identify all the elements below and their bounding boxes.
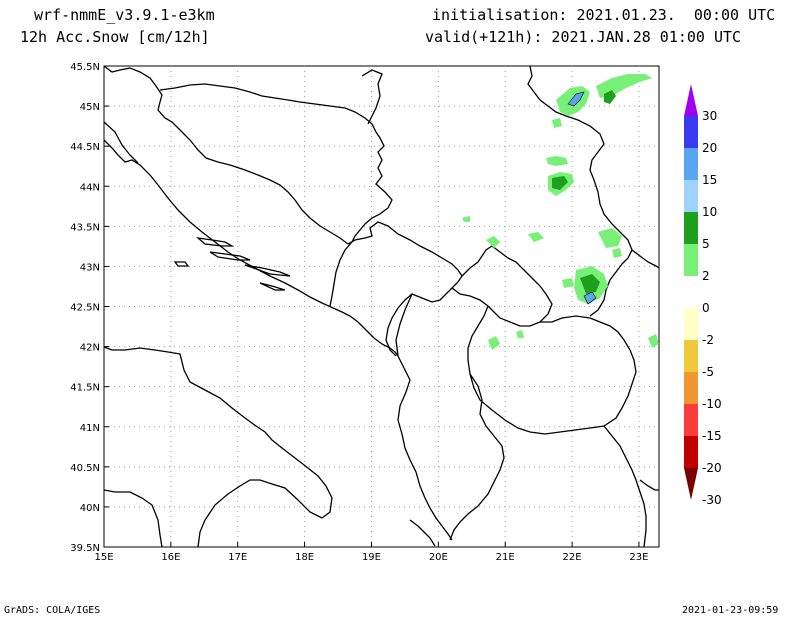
colorbar-segment <box>684 276 698 308</box>
snow-area-light <box>486 236 500 248</box>
footer-credit: GrADS: COLA/IGES <box>4 605 101 616</box>
snow-area-heavy <box>567 91 585 107</box>
colorbar-label: -20 <box>702 461 722 475</box>
lat-tick-label: 42.5N <box>70 303 100 314</box>
snow-area-heavy <box>583 291 597 305</box>
snow-area-light <box>528 232 544 242</box>
lat-tick-label: 43N <box>80 262 100 273</box>
albania-east-border <box>449 373 505 541</box>
lat-tick-label: 39.5N <box>70 543 100 554</box>
greece-coast <box>409 519 436 547</box>
serbia-east-border <box>527 65 633 317</box>
lat-tick-label: 45.5N <box>70 62 100 73</box>
lat-tick-label: 41N <box>80 423 100 434</box>
bosnia-north <box>159 83 393 243</box>
lon-tick-label: 21E <box>496 552 515 563</box>
lat-tick-label: 42N <box>80 343 100 354</box>
lon-tick-label: 19E <box>362 552 381 563</box>
italy-coast <box>103 346 333 548</box>
colorbar-label: -10 <box>702 397 722 411</box>
lon-tick-label: 16E <box>161 552 180 563</box>
greece-coast-east <box>639 479 659 491</box>
greece-inner <box>603 425 647 548</box>
lat-tick-label: 44N <box>80 182 100 193</box>
island <box>209 251 251 261</box>
colorbar-label: 20 <box>702 141 717 155</box>
lat-tick-label: 40N <box>80 503 100 514</box>
montenegro-border <box>347 221 463 357</box>
colorbar-label: 15 <box>702 173 717 187</box>
snow-area-mid <box>604 90 616 104</box>
colorbar-segment <box>684 148 698 180</box>
colorbar-segment <box>684 436 698 468</box>
lat-tick-label: 43.5N <box>70 222 100 233</box>
colorbar-segment <box>684 340 698 372</box>
snow-area-light <box>462 216 470 222</box>
island <box>259 282 286 291</box>
colorbar-arrow-bottom <box>684 468 698 500</box>
lat-tick-label: 44.5N <box>70 142 100 153</box>
snow-area-mid <box>580 274 600 294</box>
colorbar-label: 30 <box>702 109 717 123</box>
colorbar-label: -15 <box>702 429 722 443</box>
snow-area-light <box>488 336 500 350</box>
colorbar-segment <box>684 180 698 212</box>
coastlines-borders <box>103 65 660 548</box>
field-name: 12h Acc.Snow [cm/12h] <box>20 28 210 46</box>
lon-tick-label: 15E <box>94 552 113 563</box>
colorbar-label: 2 <box>702 269 710 283</box>
lon-tick-label: 17E <box>228 552 247 563</box>
colorbar-segment <box>684 308 698 340</box>
snow-area-light <box>612 248 622 258</box>
snow-area-mid <box>552 176 568 190</box>
island <box>195 237 235 247</box>
colorbar-label: -30 <box>702 493 722 507</box>
axis-ticks: 15E 16E 17E 18E 19E 20E 21E 22E 23E 45.5N 45N 44.5N… <box>70 62 648 563</box>
lon-tick-label: 23E <box>629 552 648 563</box>
model-name: wrf-nmmE_v3.9.1-e3km <box>34 6 215 24</box>
sava-river <box>361 69 383 125</box>
lat-tick-label: 40.5N <box>70 463 100 474</box>
colorbar-segment <box>684 116 698 148</box>
colorbar-segment <box>684 372 698 404</box>
lat-tick-label: 45N <box>80 102 100 113</box>
lat-tick-label: 41.5N <box>70 383 100 394</box>
snow-area-light <box>562 278 574 288</box>
lon-tick-label: 22E <box>563 552 582 563</box>
island <box>244 264 291 277</box>
init-time: initialisation: 2021.01.23. 00:00 UTC <box>432 6 776 24</box>
snow-area-light <box>516 330 524 338</box>
snow-area-light <box>598 228 622 248</box>
drina-border <box>329 241 353 307</box>
snow-areas <box>462 74 659 350</box>
island <box>103 121 139 164</box>
colorbar-segment <box>684 244 698 276</box>
graticule <box>104 66 659 547</box>
lon-tick-label: 20E <box>429 552 448 563</box>
italy-heel <box>103 489 163 548</box>
colorbar-label: 5 <box>702 237 710 251</box>
colorbar-label: 10 <box>702 205 717 219</box>
snow-area-light <box>648 334 659 348</box>
lon-tick-label: 18E <box>295 552 314 563</box>
macedonia-border <box>467 305 637 435</box>
colorbar-segment <box>684 212 698 244</box>
bulgaria-border <box>631 249 660 269</box>
snow-area-light <box>552 118 562 128</box>
colorbar-segment <box>684 404 698 436</box>
albania-border <box>395 293 453 541</box>
colorbar-arrow-top <box>684 84 698 116</box>
colorbar-label: 0 <box>702 301 710 315</box>
colorbar-label: -2 <box>702 333 714 347</box>
valid-time: valid(+121h): 2021.JAN.28 01:00 UTC <box>425 28 742 46</box>
bosnia-border <box>103 65 349 245</box>
footer-timestamp: 2021-01-23-09:59 <box>682 605 779 616</box>
island <box>173 261 190 267</box>
snow-area-light <box>546 156 568 166</box>
colorbar-label: -5 <box>702 365 714 379</box>
kosovo-border <box>451 245 553 327</box>
